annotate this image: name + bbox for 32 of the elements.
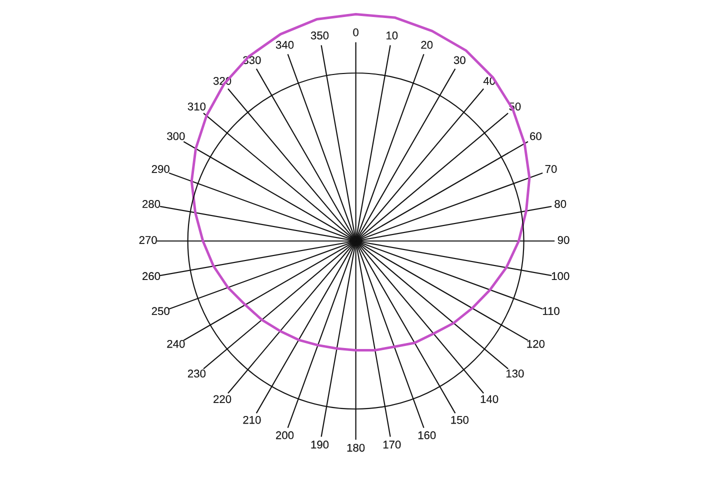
spoke-label: 280 [142, 200, 160, 208]
spoke-label: 140 [480, 395, 498, 404]
spoke-label: 220 [214, 395, 232, 404]
spoke-label: 190 [311, 440, 329, 449]
spoke-label: 0 [353, 28, 358, 36]
spoke-label: 310 [188, 102, 206, 110]
spoke-label: 60 [530, 132, 542, 140]
spoke-label: 260 [142, 272, 160, 280]
spoke-label: 20 [421, 40, 433, 49]
spoke-label: 210 [243, 416, 261, 424]
spoke-label: 110 [542, 307, 560, 316]
spoke-label: 70 [545, 165, 557, 173]
spoke-label: 270 [139, 236, 157, 244]
spoke-label: 30 [454, 56, 466, 64]
spoke-label: 170 [383, 440, 401, 449]
spoke-label: 240 [167, 340, 185, 348]
spoke-label: 130 [506, 370, 524, 378]
spoke-label: 90 [558, 236, 570, 244]
spoke-label: 150 [451, 416, 468, 424]
spoke-label: 250 [152, 307, 170, 316]
spoke-label: 80 [554, 200, 566, 208]
spoke-label: 10 [386, 32, 398, 40]
spoke-label: 350 [310, 32, 329, 40]
spoke-label: 230 [188, 370, 206, 378]
spoke-label: 200 [276, 431, 294, 440]
spoke-label: 290 [152, 165, 170, 173]
spoke-label: 100 [552, 272, 570, 280]
spoke-label: 120 [527, 340, 545, 348]
spoke-label: 160 [418, 431, 436, 440]
spoke-label: 180 [347, 444, 365, 452]
spoke-label: 300 [167, 132, 185, 140]
spoke-label: 340 [276, 40, 294, 49]
